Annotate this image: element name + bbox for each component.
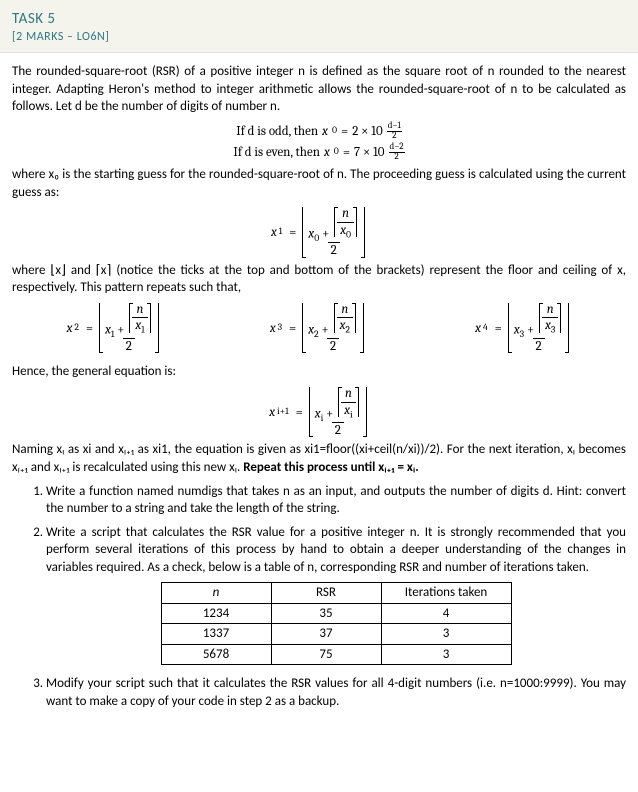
- odd-rhs: 2 × 10: [352, 124, 383, 139]
- table-row: 1337373: [161, 624, 511, 645]
- table-cell: 37: [271, 624, 381, 645]
- table-cell: 35: [271, 603, 381, 624]
- eqg-n: n: [342, 387, 355, 402]
- odd-lead: If d is odd, then: [236, 124, 318, 139]
- eq-x1: x1 = x0 + nx0 2: [12, 207, 626, 258]
- rsr-table: nRSRIterations taken12343541337373567875…: [161, 582, 512, 665]
- general-label: Hence, the general equation is:: [12, 363, 626, 381]
- eqg-plus: +: [326, 406, 333, 421]
- eq1-densub: 0: [346, 229, 351, 240]
- proceed-paragraph: where x₀ is the starting guess for the r…: [12, 166, 626, 201]
- eq-series-item: x2 =x1 + nx12: [67, 303, 161, 354]
- table-header: RSR: [271, 583, 381, 604]
- eqg-numsub: i: [321, 413, 324, 424]
- task-item-2: Write a script that calculates the RSR v…: [46, 524, 626, 666]
- table-row: 1234354: [161, 603, 511, 624]
- eqg-two: 2: [332, 422, 344, 438]
- exp-odd-num: d−1: [387, 122, 402, 131]
- exp-odd-den: 2: [387, 131, 402, 141]
- eqg-densub: i: [350, 409, 353, 420]
- eq1-plus: +: [322, 226, 329, 241]
- task-item-2-text: Write a script that calculates the RSR v…: [46, 525, 626, 575]
- floor-ceil-explain: where ⌊x⌋ and ⌈x⌉ (notice the ticks at t…: [12, 262, 626, 297]
- task-list: Write a function named numdigs that take…: [12, 483, 626, 711]
- exp-even-den: 2: [389, 152, 405, 162]
- table-row: 5678753: [161, 644, 511, 665]
- eq1-numsub: 0: [314, 233, 319, 244]
- eq1-two: 2: [328, 242, 340, 258]
- naming-bold: Repeat this process until xᵢ₊₁ = xᵢ.: [243, 460, 419, 475]
- task-header: TASK 5 [2 MARKS – LO6N]: [0, 0, 638, 53]
- task-item-3: Modify your script such that it calculat…: [46, 675, 626, 710]
- table-header: Iterations taken: [381, 583, 511, 604]
- formula-even: If d is even, then x0 = 7 × 10d−22: [12, 143, 626, 162]
- eq-series-item: x3 =x2 + nx22: [270, 303, 366, 354]
- eqg-eq: =: [296, 405, 303, 420]
- table-cell: 1337: [161, 624, 271, 645]
- naming-paragraph: Naming xᵢ as xi and xᵢ₊₁ as xi1, the equ…: [12, 441, 626, 476]
- task-title: TASK 5: [12, 10, 626, 28]
- eq-series-row: x2 =x1 + nx12 x3 =x2 + nx22 x4 =x3 + nx32: [12, 303, 626, 354]
- intro-paragraph: The rounded-square-root (RSR) of a posit…: [12, 63, 626, 116]
- eq1-eq: =: [289, 225, 296, 240]
- task-marks: [2 MARKS – LO6N]: [12, 30, 626, 44]
- table-cell: 1234: [161, 603, 271, 624]
- table-cell: 5678: [161, 644, 271, 665]
- eq-series-item: x4 =x3 + nx32: [475, 303, 571, 354]
- eq-general: xi+1 = xi + nxi 2: [12, 387, 626, 438]
- x-var2: x: [324, 145, 330, 160]
- eq1-n: n: [339, 207, 352, 222]
- even-rhs: 7 × 10: [354, 145, 384, 160]
- task-item-1: Write a function named numdigs that take…: [46, 483, 626, 518]
- table-cell: 3: [381, 624, 511, 645]
- table-header: n: [161, 583, 271, 604]
- formula-odd: If d is odd, then x0 = 2 × 10d−12: [12, 122, 626, 141]
- x-var: x: [322, 124, 328, 139]
- eqg-x: x: [269, 405, 275, 420]
- table-cell: 3: [381, 644, 511, 665]
- document-body: The rounded-square-root (RSR) of a posit…: [0, 53, 638, 731]
- eq1-x: x: [271, 225, 277, 240]
- table-cell: 4: [381, 603, 511, 624]
- exp-even-num: d−2: [389, 143, 405, 152]
- table-cell: 75: [271, 644, 381, 665]
- even-lead: If d is even, then: [233, 145, 320, 160]
